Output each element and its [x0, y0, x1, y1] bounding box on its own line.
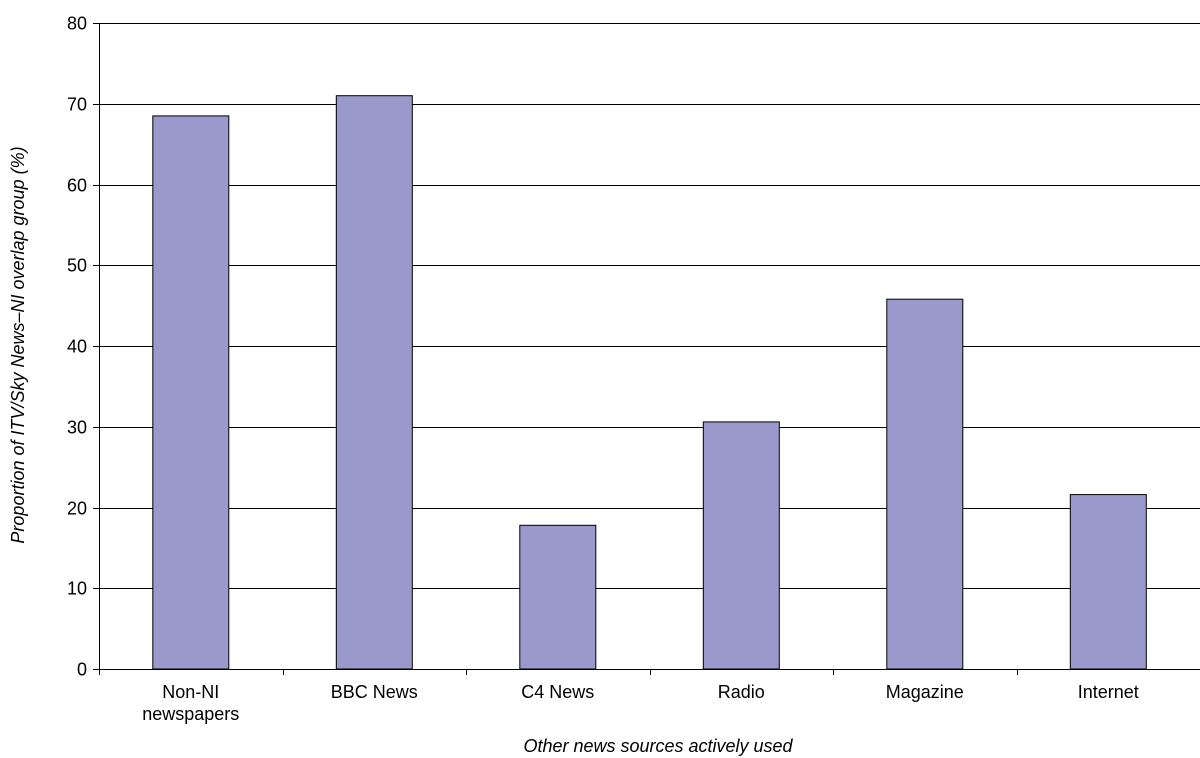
bar	[886, 298, 964, 670]
x-tick-label: Magazine	[886, 682, 964, 702]
y-tick-label: 70	[67, 95, 87, 115]
bar	[1069, 494, 1147, 670]
y-tick-label: 60	[67, 176, 87, 196]
y-tick-label: 80	[67, 14, 87, 34]
x-tick-label: Radio	[718, 682, 765, 702]
y-tick-labels: 0 10 20 30 40 50 60 70 80	[67, 14, 87, 680]
x-tick-labels: Non-NI newspapers BBC News C4 News Radio Maga…	[142, 682, 1139, 724]
x-tick-label: BBC News	[331, 682, 418, 702]
x-tick-label: Internet	[1078, 682, 1139, 702]
y-tick-label: 50	[67, 256, 87, 276]
y-tick-label: 30	[67, 418, 87, 438]
bar	[335, 95, 413, 670]
axes	[93, 23, 1200, 675]
gridlines	[99, 23, 1200, 589]
y-tick-label: 0	[77, 660, 87, 680]
y-axis-title: Proportion of ITV/Sky News–NI overlap gr…	[8, 146, 28, 543]
bar	[519, 524, 597, 670]
y-tick-label: 40	[67, 337, 87, 357]
y-tick-label: 20	[67, 499, 87, 519]
x-axis-title: Other news sources actively used	[523, 736, 793, 756]
x-tick-label: Non-NI newspapers	[142, 682, 239, 724]
bars	[152, 95, 1147, 670]
y-tick-label: 10	[67, 579, 87, 599]
x-tick-label: C4 News	[521, 682, 594, 702]
bar	[702, 421, 780, 670]
bar	[152, 115, 230, 670]
